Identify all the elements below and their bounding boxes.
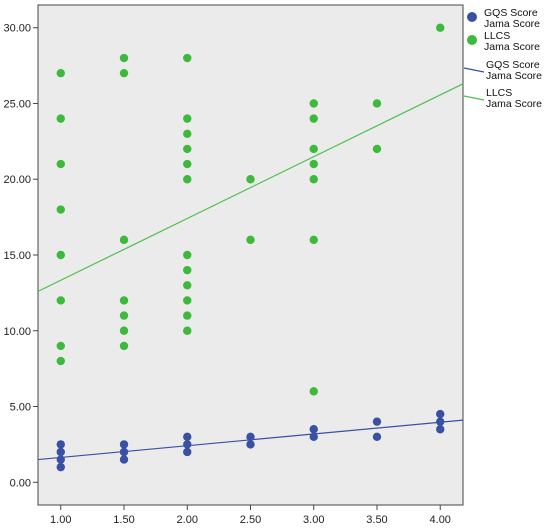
data-point-llcs	[183, 311, 192, 320]
data-point-llcs	[372, 144, 382, 154]
data-point-gqs	[56, 440, 65, 449]
data-point-llcs	[183, 250, 192, 260]
legend-label-gqs: GQS Score Jama Score	[484, 7, 540, 30]
legend-label-llcs: LLCS Jama Score	[484, 30, 540, 53]
data-point-llcs	[119, 68, 129, 78]
y-tick-label: 20.00	[3, 174, 31, 186]
data-point-llcs	[183, 129, 192, 138]
legend-fit-line-llcs	[463, 95, 485, 101]
y-tick-label: 0.00	[10, 477, 31, 489]
x-tick-label: 4.00	[430, 514, 451, 526]
data-point-llcs	[183, 281, 192, 290]
data-point-gqs	[372, 417, 382, 426]
data-point-gqs	[436, 417, 445, 426]
data-point-llcs	[372, 99, 382, 108]
data-point-llcs	[183, 114, 192, 123]
y-tick-label: 25.00	[3, 98, 31, 110]
x-tick-label: 3.50	[366, 514, 387, 526]
data-point-gqs	[183, 432, 192, 442]
data-point-llcs	[56, 68, 65, 78]
data-point-llcs	[56, 356, 65, 366]
data-point-gqs	[246, 432, 255, 442]
data-point-llcs	[309, 175, 318, 184]
fit-line-llcs	[37, 83, 464, 292]
data-point-llcs	[309, 235, 318, 245]
legend-fit-label-gqs: GQS Score Jama Score	[486, 59, 542, 82]
y-axis: 0.00 5.00 10.00 15.00 20.00 25.00 30.00	[3, 23, 38, 489]
data-point-gqs	[183, 447, 192, 457]
data-point-gqs	[309, 432, 318, 442]
y-tick-label: 5.00	[10, 402, 31, 414]
data-point-gqs	[309, 425, 318, 434]
data-point-gqs	[56, 455, 65, 464]
data-point-llcs	[119, 53, 129, 63]
data-point-llcs	[309, 144, 318, 154]
legend-marker-gqs	[467, 12, 477, 22]
data-point-llcs	[183, 326, 192, 335]
series-layer	[37, 23, 464, 472]
y-tick-label: 10.00	[3, 326, 31, 338]
data-point-llcs	[309, 114, 318, 123]
data-point-llcs	[183, 265, 192, 275]
y-tick-label: 30.00	[3, 23, 31, 35]
data-point-llcs	[119, 326, 129, 335]
data-point-gqs	[56, 462, 65, 472]
x-tick-label: 3.00	[303, 514, 324, 526]
data-point-llcs	[56, 114, 65, 123]
data-point-llcs	[56, 296, 65, 305]
legend-fit-label-llcs: LLCS Jama Score	[486, 87, 542, 110]
data-point-gqs	[119, 455, 129, 464]
data-point-llcs	[183, 53, 192, 63]
series-gqs	[37, 409, 464, 472]
data-point-llcs	[183, 175, 192, 184]
x-tick-label: 1.00	[50, 514, 71, 526]
data-point-llcs	[119, 235, 129, 245]
data-point-gqs	[183, 440, 192, 449]
data-point-llcs	[183, 159, 192, 169]
data-point-llcs	[309, 99, 318, 108]
data-point-gqs	[119, 447, 129, 457]
plot-area	[37, 4, 464, 506]
legend-fit-line-gqs	[463, 67, 485, 73]
data-point-gqs	[119, 440, 129, 449]
x-axis: 1.00 1.50 2.00 2.50 3.00 3.50 4.00	[50, 505, 451, 526]
data-point-llcs	[56, 159, 65, 169]
data-point-llcs	[309, 159, 318, 169]
data-point-gqs	[246, 440, 255, 449]
data-point-llcs	[56, 341, 65, 351]
series-llcs	[37, 23, 464, 396]
data-point-llcs	[183, 296, 192, 305]
x-tick-label: 1.50	[113, 514, 134, 526]
y-tick-label: 15.00	[3, 250, 31, 262]
data-point-llcs	[246, 175, 255, 184]
data-point-llcs	[119, 311, 129, 320]
x-tick-label: 2.00	[177, 514, 198, 526]
data-point-gqs	[436, 425, 445, 434]
data-point-gqs	[56, 447, 65, 457]
data-point-llcs	[246, 235, 255, 245]
data-point-llcs	[119, 341, 129, 351]
data-point-llcs	[56, 205, 65, 214]
data-point-llcs	[436, 23, 445, 32]
legend-marker-llcs	[467, 35, 477, 45]
data-point-gqs	[436, 409, 445, 419]
x-tick-label: 2.50	[240, 514, 261, 526]
data-point-llcs	[309, 387, 318, 396]
data-point-gqs	[372, 432, 382, 442]
data-point-llcs	[183, 144, 192, 154]
data-point-llcs	[56, 250, 65, 260]
data-point-llcs	[119, 296, 129, 305]
